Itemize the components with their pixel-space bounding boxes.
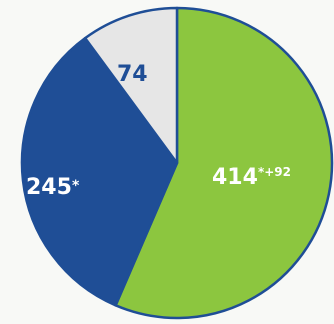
pie-slice-245 (20, 36, 179, 307)
pie-label-suffix: * (72, 178, 80, 194)
pie-slices (20, 6, 334, 320)
pie-label-value: 74 (117, 62, 148, 87)
pie-label-suffix: *+92 (258, 165, 291, 179)
pie-slice-74 (83, 6, 179, 165)
pie-label-value: 245 (26, 175, 72, 200)
pie-label-414: 414*+92 (212, 165, 291, 190)
pie-label-74: 74 (117, 62, 148, 87)
pie-label-value: 414 (212, 165, 258, 190)
pie-label-245: 245* (26, 175, 80, 200)
pie-slice-414 (114, 6, 334, 320)
pie-labels: 414*+92 245* 74 (26, 62, 291, 200)
